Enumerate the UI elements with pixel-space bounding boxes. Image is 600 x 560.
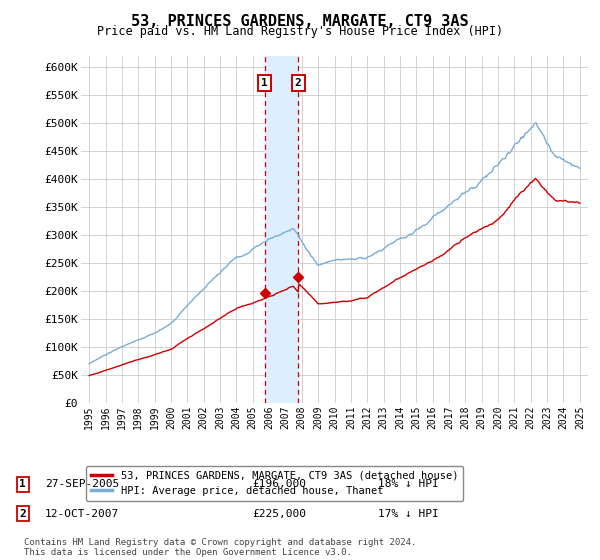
Bar: [265, 56, 298, 403]
Text: 2: 2: [295, 78, 302, 88]
Text: 53, PRINCES GARDENS, MARGATE, CT9 3AS: 53, PRINCES GARDENS, MARGATE, CT9 3AS: [131, 14, 469, 29]
Text: Contains HM Land Registry data © Crown copyright and database right 2024.
This d: Contains HM Land Registry data © Crown c…: [24, 538, 416, 557]
Text: £225,000: £225,000: [252, 508, 306, 519]
Text: 27-SEP-2005: 27-SEP-2005: [45, 479, 119, 489]
Text: Price paid vs. HM Land Registry's House Price Index (HPI): Price paid vs. HM Land Registry's House …: [97, 25, 503, 38]
Text: £196,000: £196,000: [252, 479, 306, 489]
Text: 2: 2: [19, 508, 26, 519]
Text: 1: 1: [19, 479, 26, 489]
Text: 12-OCT-2007: 12-OCT-2007: [45, 508, 119, 519]
Text: 1: 1: [262, 78, 268, 88]
Text: 18% ↓ HPI: 18% ↓ HPI: [378, 479, 439, 489]
Text: 17% ↓ HPI: 17% ↓ HPI: [378, 508, 439, 519]
Legend: 53, PRINCES GARDENS, MARGATE, CT9 3AS (detached house), HPI: Average price, deta: 53, PRINCES GARDENS, MARGATE, CT9 3AS (d…: [86, 466, 463, 501]
